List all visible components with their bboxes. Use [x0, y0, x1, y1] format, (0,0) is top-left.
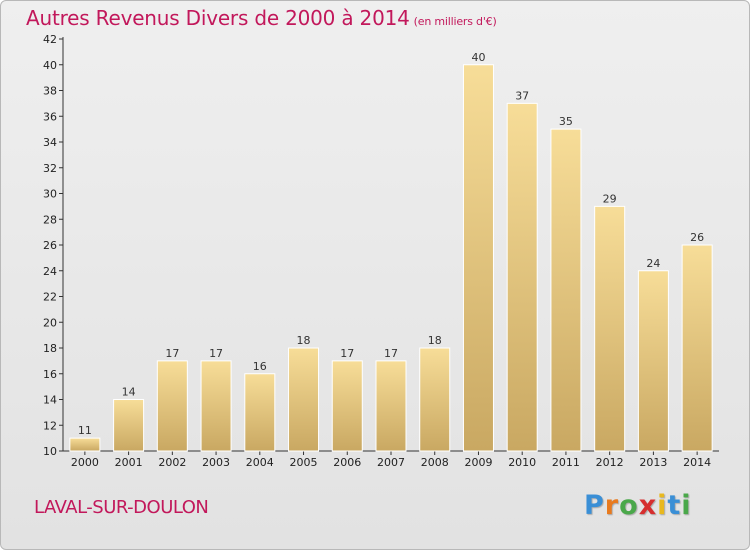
x-tick-label: 2002 [158, 456, 186, 469]
x-tick-label: 2009 [464, 456, 492, 469]
chart-title-text: Autres Revenus Divers de 2000 à 2014 [26, 6, 410, 30]
bar-value-label: 11 [78, 424, 92, 437]
y-tick-label: 36 [43, 110, 57, 123]
logo-letter: i [681, 490, 692, 521]
bar-value-label: 35 [559, 115, 573, 128]
x-tick-label: 2001 [115, 456, 143, 469]
x-tick-label: 2012 [596, 456, 624, 469]
chart-title: Autres Revenus Divers de 2000 à 2014 (en … [26, 6, 497, 30]
x-tick-label: 2000 [71, 456, 99, 469]
x-tick-label: 2007 [377, 456, 405, 469]
city-name: LAVAL-SUR-DOULON [34, 497, 209, 518]
bar [594, 205, 626, 452]
bar-value-label: 40 [471, 51, 485, 64]
proxiti-logo: Proxiti [584, 490, 692, 521]
bar [419, 347, 451, 452]
y-tick-label: 10 [43, 445, 57, 458]
chart-subtitle: (en milliers d'€) [413, 15, 497, 28]
bar [681, 244, 713, 452]
y-tick-label: 38 [43, 85, 57, 98]
bar [200, 360, 232, 452]
bar [69, 437, 101, 452]
bar [331, 360, 363, 452]
y-tick-label: 28 [43, 213, 57, 226]
logo-letter: r [604, 490, 620, 521]
logo-letter: x [638, 490, 658, 521]
bar-value-label: 17 [209, 347, 223, 360]
x-tick-label: 2003 [202, 456, 230, 469]
logo-letter: P [584, 490, 605, 521]
x-tick-label: 2004 [246, 456, 274, 469]
x-tick-label: 2008 [421, 456, 449, 469]
bar-value-label: 17 [340, 347, 354, 360]
bar-value-label: 24 [646, 257, 660, 270]
bar [506, 102, 538, 452]
bar [113, 399, 145, 452]
y-tick-label: 20 [43, 316, 57, 329]
x-tick-label: 2014 [683, 456, 711, 469]
y-tick-label: 24 [43, 265, 57, 278]
bar [288, 347, 320, 452]
y-tick-label: 30 [43, 188, 57, 201]
x-tick-label: 2010 [508, 456, 536, 469]
y-tick-label: 18 [43, 342, 57, 355]
x-tick-label: 2013 [639, 456, 667, 469]
bar-value-label: 18 [428, 334, 442, 347]
y-tick-label: 12 [43, 419, 57, 432]
y-tick-label: 26 [43, 239, 57, 252]
labels-layer: 11 14 17 17 16 18 17 17 18 40 37 35 29 24 26 [78, 51, 704, 437]
bar [637, 270, 669, 452]
bar [462, 64, 494, 452]
bar-value-label: 16 [253, 360, 267, 373]
bars-layer [69, 64, 713, 452]
bar-value-label: 14 [122, 386, 136, 399]
y-tick-label: 42 [43, 33, 57, 46]
bar-value-label: 29 [603, 192, 617, 205]
bar [550, 128, 582, 452]
x-tick-label: 2011 [552, 456, 580, 469]
logo-letter: o [619, 490, 639, 521]
y-tick-label: 22 [43, 291, 57, 304]
bar-value-label: 17 [165, 347, 179, 360]
bar [156, 360, 188, 452]
y-tick-label: 14 [43, 394, 57, 407]
y-tick-label: 32 [43, 162, 57, 175]
bar-value-label: 17 [384, 347, 398, 360]
x-tick-label: 2006 [333, 456, 361, 469]
y-tick-label: 16 [43, 368, 57, 381]
bar-value-label: 37 [515, 89, 529, 102]
bar [375, 360, 407, 452]
x-tick-label: 2005 [290, 456, 318, 469]
bar-value-label: 18 [297, 334, 311, 347]
bar-value-label: 26 [690, 231, 704, 244]
y-tick-label: 40 [43, 59, 57, 72]
y-tick-label: 34 [43, 136, 57, 149]
logo-letter: i [657, 490, 668, 521]
bar [244, 373, 276, 452]
logo-letter: t [667, 490, 682, 521]
axes-layer: 10 12 14 16 18 20 22 24 26 28 30 32 34 36 38 40 42 2000 20… [43, 33, 719, 469]
